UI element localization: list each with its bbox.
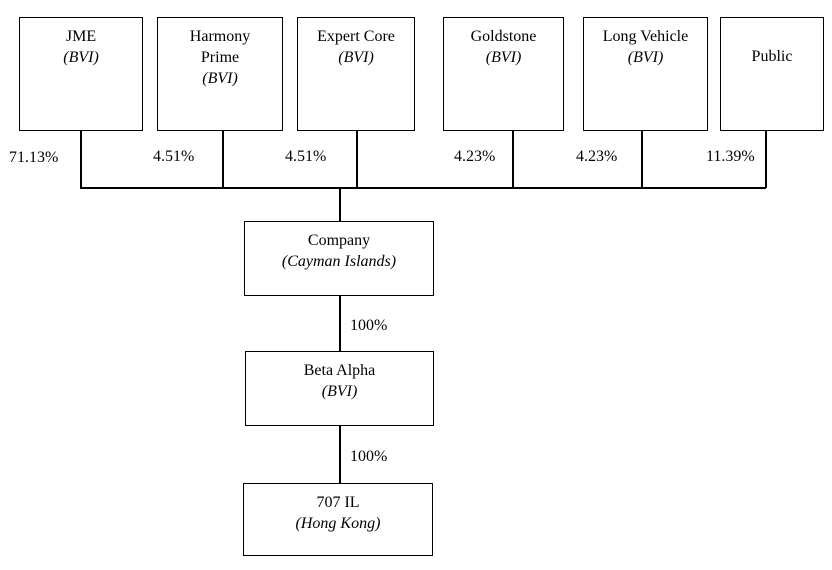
connector-line xyxy=(80,131,82,188)
entity-name: Beta Alpha xyxy=(303,362,376,379)
connector-line xyxy=(512,131,514,188)
bus-connector-line xyxy=(80,187,766,189)
ownership-label: 100% xyxy=(350,448,388,465)
shareholder-box-harmony-prime: Harmony Prime (BVI) xyxy=(157,17,283,131)
entity-name: Harmony Prime xyxy=(189,28,251,66)
ownership-label: 71.13% xyxy=(9,149,59,166)
shareholder-box-expert-core: Expert Core (BVI) xyxy=(297,17,415,131)
connector-line xyxy=(339,189,341,222)
ownership-label: 4.23% xyxy=(576,148,618,165)
ownership-label: 4.51% xyxy=(153,148,195,165)
connector-line xyxy=(356,131,358,188)
shareholder-box-public: Public xyxy=(720,17,824,131)
entity-name: Goldstone xyxy=(470,28,537,45)
connector-line xyxy=(222,131,224,188)
connector-line xyxy=(339,296,341,351)
subsidiary-box-beta-alpha: Beta Alpha (BVI) xyxy=(245,351,434,426)
subsidiary-box-707-il: 707 IL (Hong Kong) xyxy=(243,483,433,556)
ownership-label: 100% xyxy=(350,317,388,334)
entity-jurisdiction: (Hong Kong) xyxy=(295,515,381,532)
shareholder-box-goldstone: Goldstone (BVI) xyxy=(443,17,564,131)
ownership-label: 11.39% xyxy=(706,148,755,165)
connector-line xyxy=(339,426,341,483)
company-box: Company (Cayman Islands) xyxy=(244,221,434,296)
ownership-label: 4.51% xyxy=(285,148,327,165)
entity-name: 707 IL xyxy=(316,494,360,511)
entity-name: JME xyxy=(65,28,97,45)
entity-name: Expert Core xyxy=(317,28,395,45)
connector-line xyxy=(641,131,643,188)
entity-jurisdiction: (BVI) xyxy=(63,49,99,66)
shareholder-box-long-vehicle: Long Vehicle (BVI) xyxy=(583,17,708,131)
connector-line xyxy=(765,131,767,188)
entity-jurisdiction: (BVI) xyxy=(485,49,522,66)
entity-jurisdiction: (BVI) xyxy=(627,49,664,66)
entity-jurisdiction: (BVI) xyxy=(202,70,238,87)
entity-name: Long Vehicle xyxy=(602,28,689,45)
entity-name: Company xyxy=(307,232,371,249)
ownership-label: 4.23% xyxy=(454,148,496,165)
entity-jurisdiction: (BVI) xyxy=(321,383,358,400)
entity-jurisdiction: (Cayman Islands) xyxy=(281,253,397,270)
entity-name: Public xyxy=(751,48,793,65)
shareholder-box-jme: JME (BVI) xyxy=(19,17,143,131)
entity-jurisdiction: (BVI) xyxy=(338,49,374,66)
